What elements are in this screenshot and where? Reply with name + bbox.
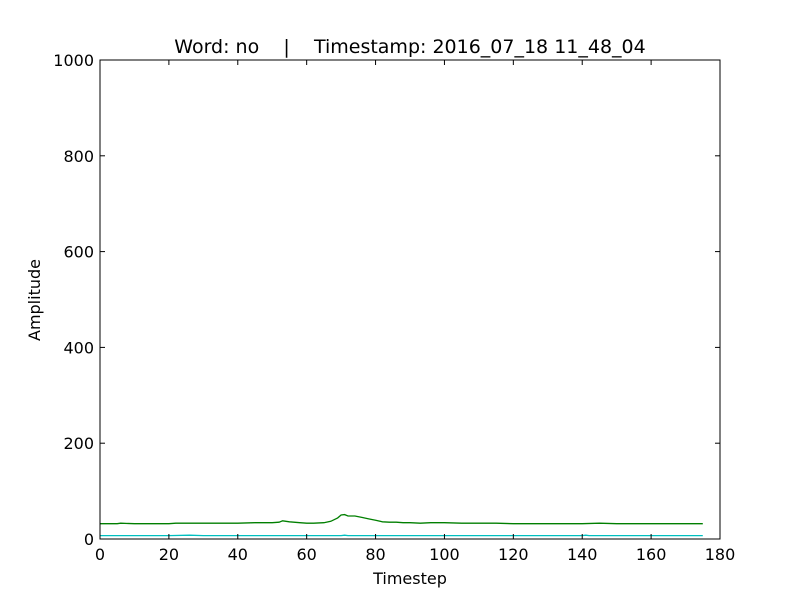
chart-title: Word: no | Timestamp: 2016_07_18 11_48_0… [174,36,645,58]
x-tick-label: 160 [636,545,667,564]
series-layer [100,513,703,537]
y-tick-label: 1000 [53,51,94,70]
y-tick-label: 0 [84,530,94,549]
x-tick-label: 0 [95,545,105,564]
x-tick-label: 100 [429,545,460,564]
y-axis-label: Amplitude [25,259,44,341]
x-tick-label: 60 [296,545,316,564]
plot-area-frame [99,59,721,540]
y-tick-label: 200 [63,434,94,453]
y-tick-label: 800 [63,147,94,166]
y-tick-label: 600 [63,243,94,262]
x-axis-label: Timestep [372,569,447,588]
x-tick-label: 120 [498,545,529,564]
x-tick-label: 140 [567,545,598,564]
x-tick-label: 20 [159,545,179,564]
series-line-1 [100,513,703,525]
y-tick-label: 400 [63,338,94,357]
x-tick-label: 180 [705,545,736,564]
x-tick-label: 40 [228,545,248,564]
axis-ticks: 0 20 40 60 80 100 120 140 160 180 0 200 400 600 800 100… [53,51,735,564]
x-tick-label: 80 [365,545,385,564]
